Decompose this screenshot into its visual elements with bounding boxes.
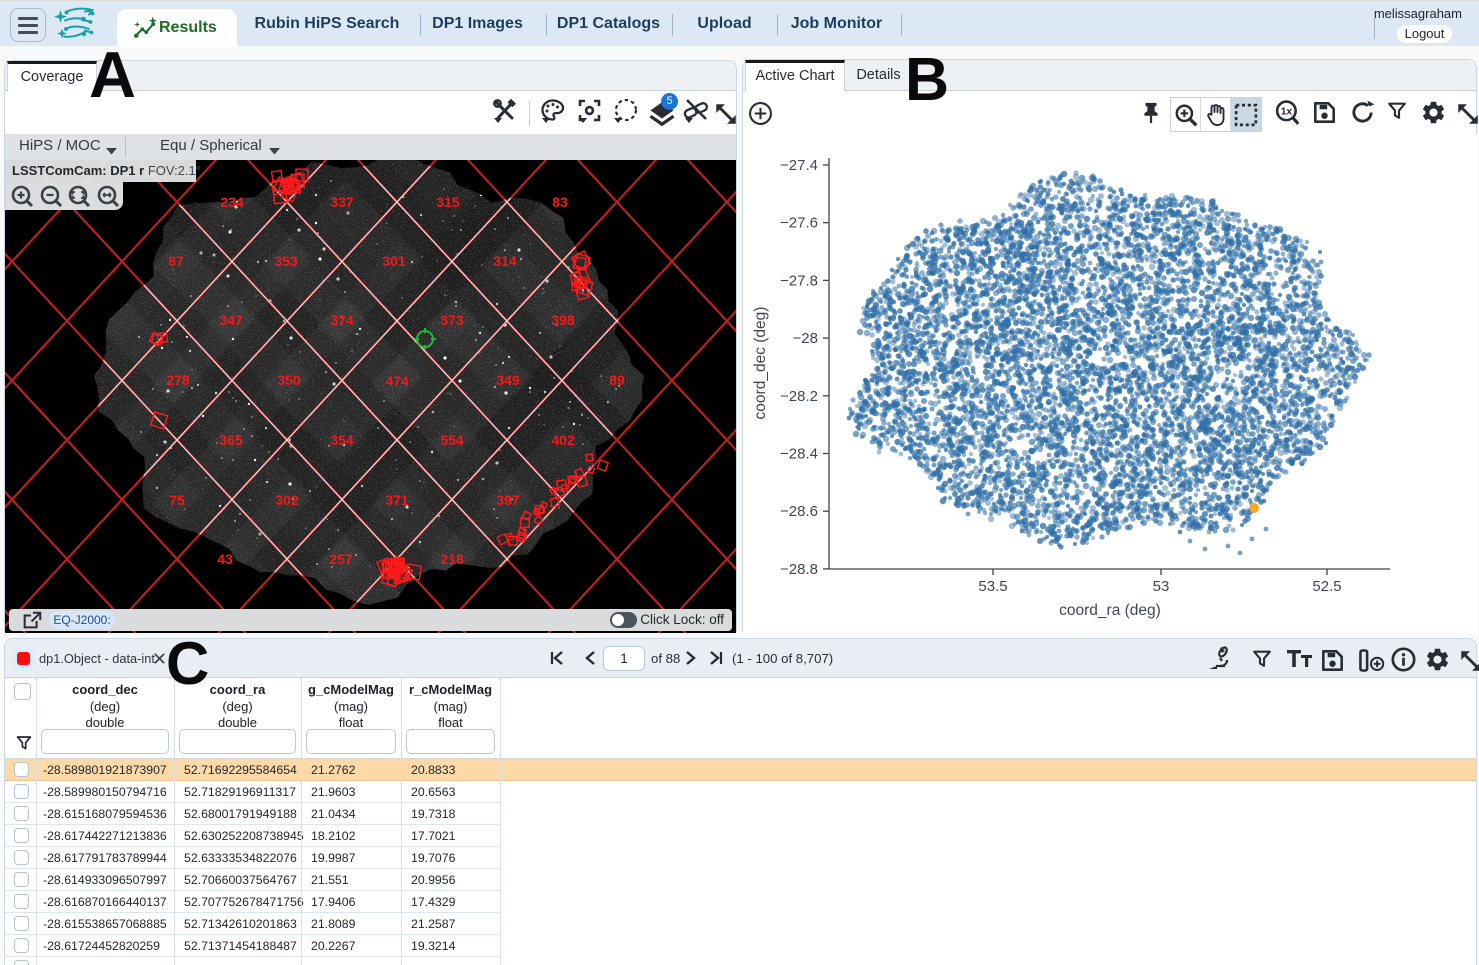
- svg-text:337: 337: [330, 194, 354, 210]
- svg-text:347: 347: [219, 312, 243, 328]
- svg-text:373: 373: [440, 312, 464, 328]
- svg-text:354: 354: [330, 432, 354, 448]
- svg-text:301: 301: [382, 253, 406, 269]
- svg-text:397: 397: [496, 492, 520, 508]
- svg-text:302: 302: [275, 492, 299, 508]
- svg-text:371: 371: [385, 492, 409, 508]
- svg-text:89: 89: [609, 372, 625, 388]
- svg-text:218: 218: [440, 551, 464, 567]
- svg-text:398: 398: [551, 312, 575, 328]
- svg-text:43: 43: [217, 551, 233, 567]
- svg-text:278: 278: [166, 372, 190, 388]
- svg-text:83: 83: [552, 194, 568, 210]
- svg-text:257: 257: [329, 551, 353, 567]
- svg-text:474: 474: [385, 373, 409, 389]
- svg-text:87: 87: [168, 253, 184, 269]
- svg-text:75: 75: [169, 492, 185, 508]
- svg-text:365: 365: [219, 432, 243, 448]
- svg-text:349: 349: [496, 372, 520, 388]
- svg-text:314: 314: [493, 253, 517, 269]
- svg-text:374: 374: [330, 312, 354, 328]
- svg-text:1x: 1x: [1281, 107, 1293, 118]
- svg-text:353: 353: [274, 253, 298, 269]
- svg-text:554: 554: [440, 432, 464, 448]
- svg-text:350: 350: [277, 372, 301, 388]
- svg-text:234: 234: [220, 194, 244, 210]
- svg-text:315: 315: [436, 194, 460, 210]
- svg-text:402: 402: [551, 432, 575, 448]
